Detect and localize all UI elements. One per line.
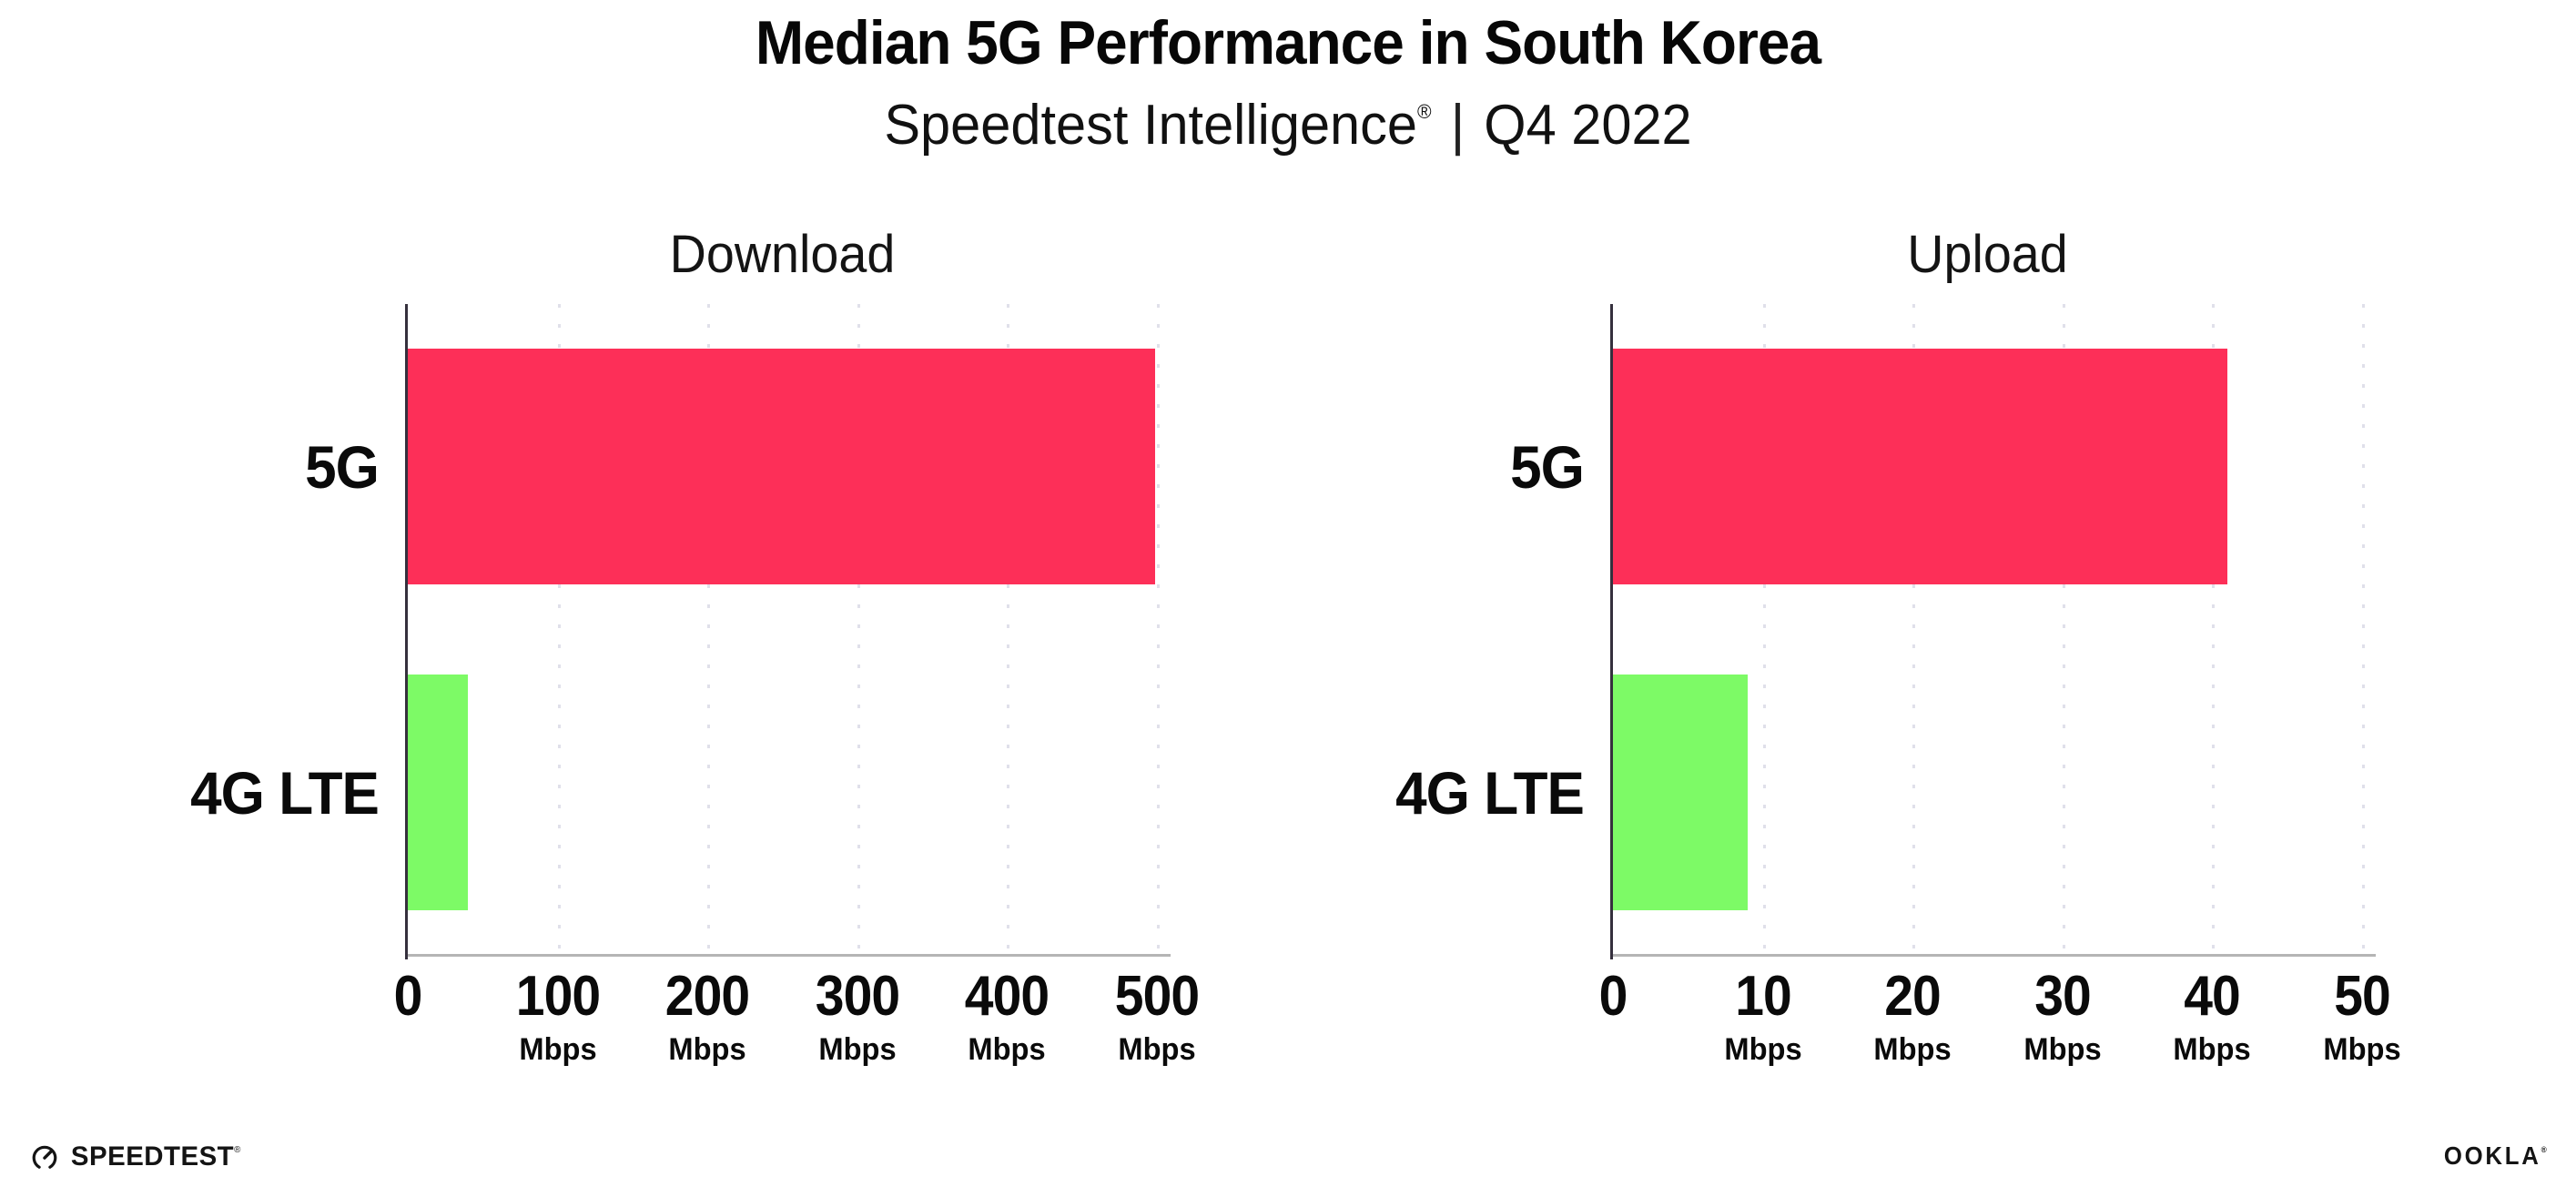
subtitle-separator: |	[1450, 94, 1465, 157]
x-tick-unit: Mbps	[518, 1032, 597, 1067]
x-tick-unit: Mbps	[968, 1032, 1046, 1067]
x-tick-value: 300	[815, 965, 900, 1028]
category-label-5g: 5G	[305, 432, 380, 501]
gridline-100	[557, 304, 561, 954]
gridline-30	[2062, 304, 2065, 954]
x-tick-unit: Mbps	[818, 1032, 897, 1067]
x-tick-value: 400	[965, 965, 1050, 1028]
x-tick-0: 0	[1597, 969, 1628, 1025]
category-label-5g: 5G	[1510, 432, 1585, 501]
speedtest-registered-mark: ®	[234, 1145, 241, 1155]
y-axis-line	[405, 304, 408, 959]
x-tick-20: 20 Mbps	[1872, 965, 1953, 1067]
category-label-4g-lte: 4G LTE	[190, 758, 380, 827]
x-tick-value: 0	[393, 965, 423, 1028]
ookla-logo: OOKLA®	[2444, 1141, 2547, 1171]
plot-area-upload: 0 10 Mbps 20 Mbps 30 Mbps 40 Mbps 50 Mbps 5G 4G LTE	[1395, 304, 2401, 1065]
gridline-50	[2362, 304, 2365, 954]
bar-4g-lte	[1613, 675, 1749, 910]
bar-5g	[1613, 349, 2227, 584]
y-axis-line	[1610, 304, 1613, 959]
chart-title-upload: Upload	[1907, 225, 2068, 284]
x-tick-unit: Mbps	[1873, 1032, 1952, 1067]
x-tick-200: 200 Mbps	[662, 965, 753, 1067]
x-tick-value: 10	[1734, 965, 1792, 1028]
category-label-4g-lte: 4G LTE	[1395, 758, 1585, 827]
bar-5g	[408, 349, 1156, 584]
gridline-300	[857, 304, 860, 954]
x-tick-unit: Mbps	[2023, 1032, 2102, 1067]
x-tick-50: 50 Mbps	[2322, 965, 2403, 1067]
gridline-500	[1157, 304, 1160, 954]
speedtest-logo: SPEEDTEST®	[30, 1141, 243, 1172]
speedtest-wordmark: SPEEDTEST®	[71, 1141, 241, 1172]
x-tick-0: 0	[392, 965, 423, 1028]
subtitle-period: Q4 2022	[1484, 94, 1692, 157]
bar-4g-lte	[408, 675, 468, 910]
x-tick-value: 200	[664, 965, 750, 1028]
x-tick-unit: Mbps	[2173, 1032, 2252, 1067]
plot-area-download: 0 100 Mbps 200 Mbps 300 Mbps 400 Mbps 500 Mbps 5G 4G…	[190, 304, 1200, 1065]
registered-mark: ®	[1417, 100, 1432, 123]
x-tick-100: 100 Mbps	[512, 965, 603, 1067]
x-axis-baseline	[405, 954, 1171, 957]
subtitle-product: Speedtest Intelligence	[884, 94, 1418, 157]
x-tick-unit: Mbps	[668, 1032, 746, 1067]
speedtest-gauge-icon	[30, 1142, 59, 1172]
x-tick-500: 500 Mbps	[1111, 965, 1202, 1067]
x-tick-value: 40	[2184, 965, 2242, 1028]
x-tick-40: 40 Mbps	[2172, 965, 2253, 1067]
x-tick-unit: Mbps	[2323, 1032, 2401, 1067]
chart-title-download: Download	[669, 225, 896, 284]
speedtest-wordmark-text: SPEEDTEST	[70, 1141, 235, 1172]
ookla-registered-mark: ®	[2541, 1145, 2547, 1154]
gridline-200	[707, 304, 711, 954]
x-tick-unit: Mbps	[1118, 1032, 1196, 1067]
x-tick-value: 0	[1598, 965, 1628, 1028]
x-tick-value: 30	[2033, 965, 2092, 1028]
gridline-20	[1912, 304, 1916, 954]
x-axis-baseline	[1610, 954, 2376, 957]
x-tick-value: 500	[1114, 965, 1200, 1028]
x-tick-value: 50	[2334, 965, 2391, 1028]
x-tick-400: 400 Mbps	[961, 965, 1052, 1067]
x-tick-value: 20	[1884, 965, 1942, 1028]
x-tick-value: 100	[515, 965, 600, 1028]
page-subtitle: Speedtest Intelligence® | Q4 2022	[52, 93, 2525, 157]
ookla-wordmark-text: OOKLA	[2444, 1141, 2541, 1170]
x-tick-300: 300 Mbps	[812, 965, 903, 1067]
gridline-10	[1762, 304, 1766, 954]
x-tick-30: 30 Mbps	[2022, 965, 2103, 1067]
gridline-40	[2212, 304, 2216, 954]
gridline-400	[1007, 304, 1010, 954]
x-tick-unit: Mbps	[1723, 1032, 1802, 1067]
page-title: Median 5G Performance in South Korea	[755, 8, 1821, 77]
x-tick-10: 10 Mbps	[1722, 965, 1803, 1067]
